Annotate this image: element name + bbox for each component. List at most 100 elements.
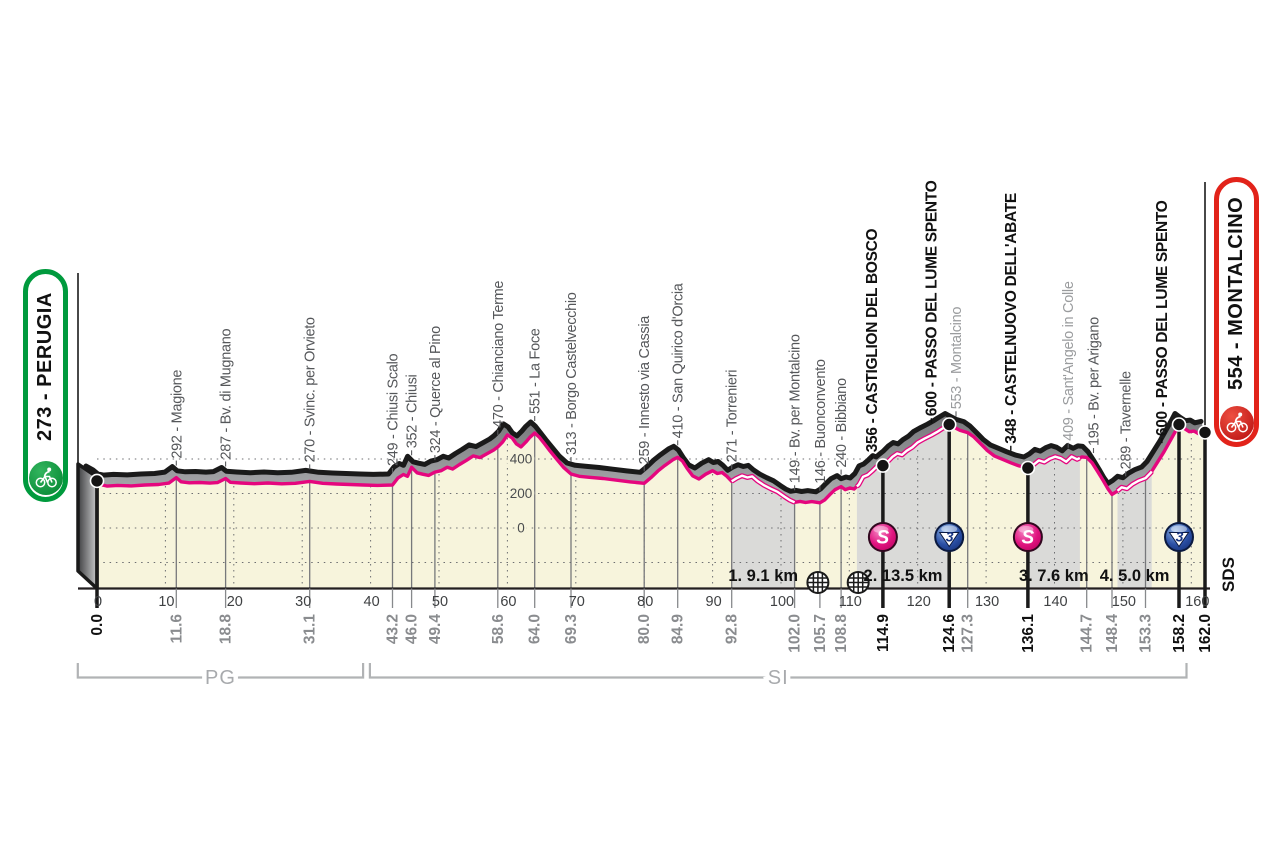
km-mark-label: 46.0 bbox=[404, 614, 421, 644]
km-mark-label: 43.2 bbox=[385, 614, 402, 644]
cyclist-icon bbox=[28, 461, 63, 495]
province-bracket bbox=[76, 663, 365, 679]
km-mark-label: 127.3 bbox=[960, 614, 977, 653]
waypoint-label: 553 - Montalcino bbox=[949, 307, 965, 410]
route-point-dot bbox=[89, 473, 105, 489]
waypoint-label: 470 - Chianciano Terme bbox=[491, 281, 507, 428]
x-tick-label: 100 bbox=[770, 594, 794, 610]
km-mark-label: 144.7 bbox=[1079, 614, 1096, 653]
waypoint-label: 287 - Bv. di Mugnano bbox=[219, 329, 235, 460]
x-tick-label: 10 bbox=[158, 594, 174, 610]
x-tick-label: 70 bbox=[569, 594, 585, 610]
x-tick-label: 30 bbox=[295, 594, 311, 610]
waypoint-label: 313 - Borgo Castelvecchio bbox=[564, 292, 580, 455]
gravel-route-core bbox=[731, 474, 796, 504]
km-mark-label: 148.4 bbox=[1104, 614, 1121, 653]
route-point-dot bbox=[875, 458, 891, 473]
x-tick-label: 50 bbox=[432, 594, 448, 610]
svg-text:3: 3 bbox=[946, 529, 954, 545]
gravel-sector-label: 1. 9.1 km bbox=[728, 567, 798, 585]
waypoint-label: 259 - Innesto via Cassia bbox=[637, 315, 653, 465]
profile-top-edge bbox=[83, 411, 1204, 495]
km-mark-label: 80.0 bbox=[636, 614, 653, 644]
km-mark-label: 105.7 bbox=[812, 614, 829, 653]
km-mark-label: 18.8 bbox=[218, 614, 235, 645]
km-mark-label: 84.9 bbox=[670, 614, 687, 645]
route-point-dot bbox=[941, 417, 957, 432]
x-tick-label: 80 bbox=[637, 594, 653, 610]
route-point-dot bbox=[1020, 460, 1036, 476]
waypoint-label: 149 - Bv. per Montalcino bbox=[788, 334, 804, 483]
elevation-axis-label: 200 bbox=[510, 486, 533, 501]
km-mark-label: 64.0 bbox=[527, 614, 544, 644]
kom-icon: 3 bbox=[1164, 522, 1194, 552]
x-tick-label: 140 bbox=[1043, 594, 1067, 610]
finish-badge: 554 - MONTALCINO bbox=[1214, 177, 1259, 447]
x-tick-label: 130 bbox=[975, 594, 999, 610]
route-point-dot bbox=[1171, 417, 1187, 432]
waypoint-label: 600 - PASSO DEL LUME SPENTO bbox=[1154, 200, 1171, 436]
waypoint-label: 409 - Sant'Angelo in Colle bbox=[1061, 281, 1077, 441]
km-mark-label: 49.4 bbox=[427, 614, 444, 645]
km-mark-label: 58.6 bbox=[490, 614, 507, 645]
start-badge: 273 - PERUGIA bbox=[23, 269, 68, 502]
start-badge-label: 273 - PERUGIA bbox=[34, 292, 56, 441]
waypoint-label: 551 - La Foce bbox=[528, 328, 544, 414]
gravel-route-core bbox=[1116, 470, 1153, 492]
gravel-sector-label: 4. 5.0 km bbox=[1100, 567, 1170, 585]
km-mark-label: 69.3 bbox=[563, 614, 580, 645]
gravel-sector-label: 3. 7.6 km bbox=[1019, 567, 1089, 585]
finish-badge-label: 554 - MONTALCINO bbox=[1225, 196, 1247, 390]
waypoint-label: 352 - Chiusi bbox=[405, 374, 421, 448]
kom-icon: 3 bbox=[934, 522, 965, 552]
gravel-route-core bbox=[1027, 455, 1081, 470]
x-tick-label: 0 bbox=[94, 594, 102, 610]
waypoint-label: 289 - Tavernelle bbox=[1119, 371, 1135, 469]
elevation-axis-label: 0 bbox=[517, 521, 525, 536]
rail-crossing-icon bbox=[806, 571, 830, 594]
x-tick-label: 20 bbox=[227, 594, 243, 610]
waypoint-label: 146 - Buonconvento bbox=[813, 359, 829, 484]
km-mark-label: 136.1 bbox=[1020, 614, 1037, 653]
km-mark-label: 162.0 bbox=[1197, 614, 1214, 653]
km-mark-label: 158.2 bbox=[1171, 614, 1188, 653]
waypoint-label: 324 - Querce al Pino bbox=[428, 326, 444, 453]
sprint-icon: S bbox=[867, 522, 898, 552]
km-mark-label: 0.0 bbox=[89, 614, 106, 636]
waypoint-label: 270 - Svinc. per Orvieto bbox=[303, 317, 319, 462]
waypoint-label: 240 - Bibbiano bbox=[834, 378, 850, 468]
km-stub-lines bbox=[175, 588, 1147, 608]
sds-note: SDS bbox=[1219, 557, 1238, 592]
x-tick-label: 110 bbox=[839, 594, 862, 610]
x-tick-label: 160 bbox=[1185, 594, 1209, 610]
gravel-sector-label: 2. 13.5 km bbox=[864, 567, 943, 585]
x-tick-label: 150 bbox=[1112, 594, 1136, 610]
svg-text:S: S bbox=[1022, 528, 1035, 549]
waypoint-label: 600 - PASSO DEL LUME SPENTO bbox=[923, 180, 940, 416]
svg-text:3: 3 bbox=[1176, 529, 1184, 545]
waypoint-label: 356 - CASTIGLION DEL BOSCO bbox=[864, 228, 881, 452]
km-mark-label: 108.8 bbox=[833, 614, 850, 653]
province-bracket bbox=[368, 663, 1188, 679]
rail-crossing-icon bbox=[846, 571, 870, 594]
elevation-axis-label: 400 bbox=[510, 452, 533, 467]
province-label: PG bbox=[205, 667, 236, 689]
x-tick-label: 40 bbox=[364, 594, 380, 610]
svg-text:S: S bbox=[877, 528, 890, 549]
km-mark-label: 11.6 bbox=[168, 614, 185, 644]
sprint-icon: S bbox=[1012, 522, 1043, 552]
waypoint-label: 249 - Chiusi Scalo bbox=[386, 353, 402, 466]
x-tick-label: 120 bbox=[907, 594, 931, 610]
province-label: SI bbox=[768, 667, 789, 689]
gravel-route-core bbox=[856, 423, 950, 488]
km-mark-label: 153.3 bbox=[1138, 614, 1155, 653]
km-mark-label: 31.1 bbox=[302, 614, 319, 645]
km-mark-label: 102.0 bbox=[787, 614, 804, 653]
waypoint-label: 348 - CASTELNUOVO DELL'ABATE bbox=[1003, 193, 1020, 444]
km-mark-label: 92.8 bbox=[724, 614, 741, 645]
waypoint-label: 292 - Magione bbox=[169, 370, 185, 459]
km-mark-label: 114.9 bbox=[875, 614, 892, 652]
waypoint-label: 271 - Torrenieri bbox=[725, 370, 741, 463]
